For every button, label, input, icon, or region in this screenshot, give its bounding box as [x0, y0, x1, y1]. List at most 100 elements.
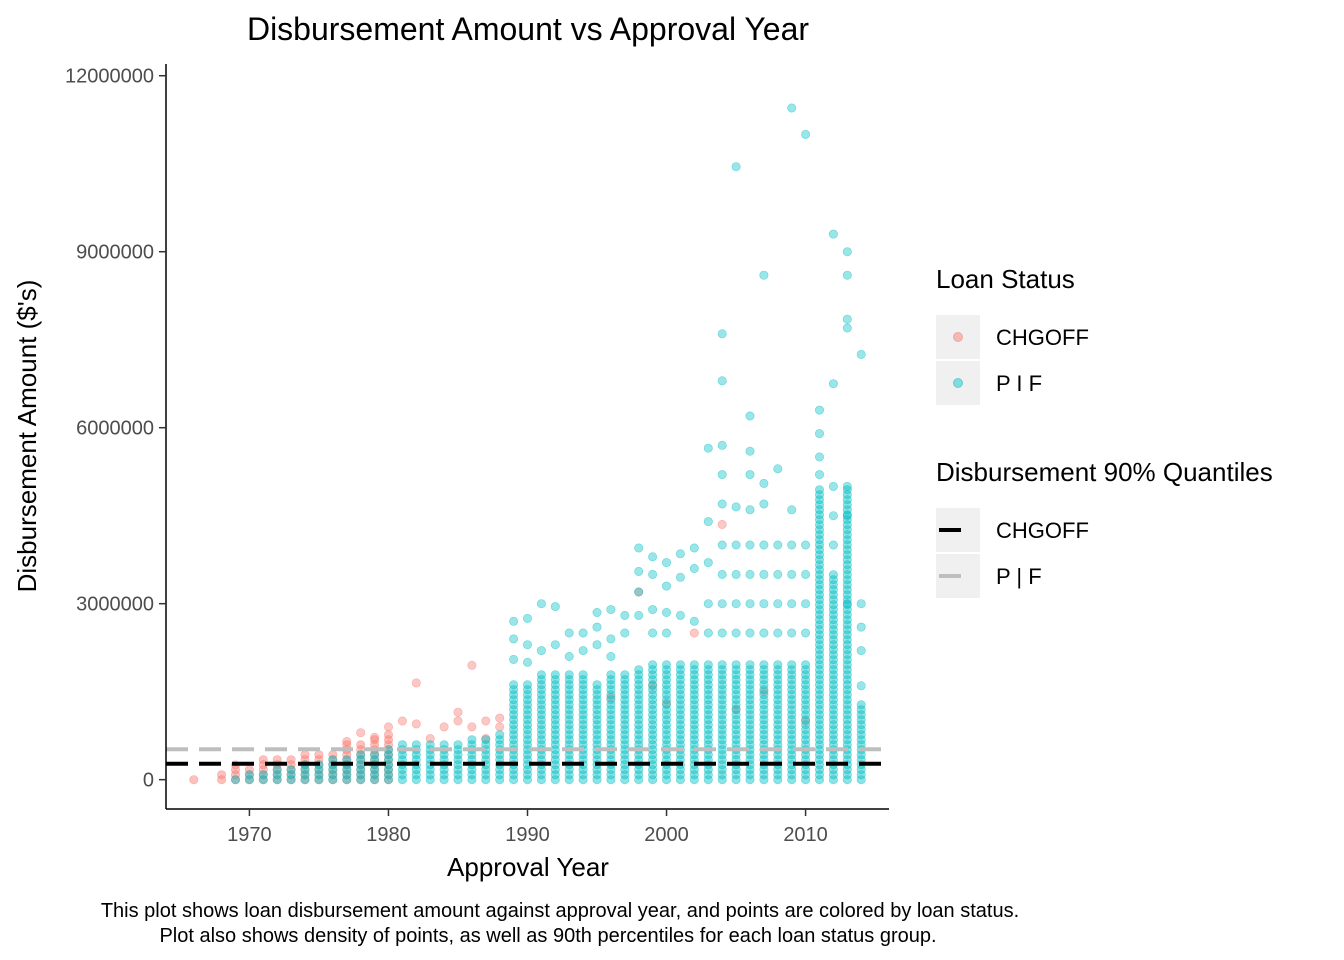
- data-point: [522, 775, 532, 785]
- data-point: [745, 680, 755, 690]
- data-point: [731, 775, 741, 785]
- data-point: [828, 575, 838, 585]
- data-point: [509, 770, 519, 780]
- data-point: [814, 565, 824, 575]
- data-point: [787, 660, 797, 670]
- outlier-point: [856, 646, 866, 656]
- data-point: [620, 670, 630, 680]
- data-point: [828, 675, 838, 685]
- data-point: [842, 625, 852, 635]
- data-point: [522, 725, 532, 735]
- data-point: [814, 750, 824, 760]
- data-point: [745, 770, 755, 780]
- data-point: [842, 695, 852, 705]
- data-point: [828, 600, 838, 610]
- data-point: [856, 770, 866, 780]
- data-point: [842, 705, 852, 715]
- data-point: [717, 720, 727, 730]
- data-point: [592, 710, 602, 720]
- data-point: [787, 670, 797, 680]
- data-point: [842, 700, 852, 710]
- data-point: [814, 690, 824, 700]
- data-point: [536, 670, 546, 680]
- outlier-point: [411, 719, 421, 729]
- data-point: [814, 760, 824, 770]
- outlier-point: [620, 610, 630, 620]
- data-point: [675, 670, 685, 680]
- data-point: [814, 720, 824, 730]
- data-point: [787, 765, 797, 775]
- outlier-point: [787, 628, 797, 638]
- data-point: [828, 610, 838, 620]
- data-point: [856, 700, 866, 710]
- data-point: [717, 740, 727, 750]
- outlier-point: [842, 314, 852, 324]
- point-column: [481, 735, 491, 785]
- data-point: [814, 725, 824, 735]
- data-point: [661, 675, 671, 685]
- outlier-point: [383, 722, 393, 732]
- data-point: [828, 650, 838, 660]
- outlier-point: [356, 728, 366, 738]
- data-point: [703, 770, 713, 780]
- data-point: [689, 695, 699, 705]
- data-point: [564, 685, 574, 695]
- data-point: [634, 735, 644, 745]
- data-point: [731, 720, 741, 730]
- data-point: [773, 770, 783, 780]
- data-point: [856, 705, 866, 715]
- data-point: [550, 680, 560, 690]
- data-point: [661, 695, 671, 705]
- data-point: [578, 680, 588, 690]
- outlier-point: [814, 452, 824, 462]
- data-point: [509, 735, 519, 745]
- x-tick-label: 2010: [783, 824, 828, 846]
- data-point: [536, 710, 546, 720]
- outlier-point: [606, 651, 616, 661]
- data-point: [814, 505, 824, 515]
- point-column: [509, 680, 519, 785]
- data-point: [814, 545, 824, 555]
- data-point: [814, 640, 824, 650]
- data-point: [634, 775, 644, 785]
- data-point: [814, 710, 824, 720]
- data-point: [356, 740, 366, 750]
- data-point: [773, 675, 783, 685]
- data-point: [481, 770, 491, 780]
- outlier-point: [495, 713, 505, 723]
- data-point: [689, 715, 699, 725]
- data-point: [675, 710, 685, 720]
- y-tick-label: 3000000: [76, 594, 154, 616]
- point-column: [828, 570, 838, 785]
- data-point: [550, 725, 560, 735]
- data-point: [620, 765, 630, 775]
- outlier-point: [717, 540, 727, 550]
- data-point: [564, 670, 574, 680]
- data-point: [745, 725, 755, 735]
- point-column: [578, 670, 588, 785]
- data-point: [814, 530, 824, 540]
- data-point: [828, 620, 838, 630]
- data-point: [828, 770, 838, 780]
- outlier-point: [717, 628, 727, 638]
- outlier-point: [689, 616, 699, 626]
- data-point: [620, 700, 630, 710]
- data-point: [814, 680, 824, 690]
- data-point: [828, 685, 838, 695]
- data-point: [606, 710, 616, 720]
- data-point: [648, 660, 658, 670]
- data-point: [759, 720, 769, 730]
- data-point: [522, 705, 532, 715]
- data-point: [550, 745, 560, 755]
- data-point: [231, 775, 241, 785]
- data-point: [828, 725, 838, 735]
- data-point: [773, 685, 783, 695]
- data-point: [244, 770, 254, 780]
- data-point: [703, 710, 713, 720]
- data-point: [356, 755, 366, 765]
- x-axis-title: Approval Year: [447, 852, 609, 882]
- data-point: [397, 775, 407, 785]
- data-point: [773, 725, 783, 735]
- data-point: [509, 680, 519, 690]
- data-point: [856, 720, 866, 730]
